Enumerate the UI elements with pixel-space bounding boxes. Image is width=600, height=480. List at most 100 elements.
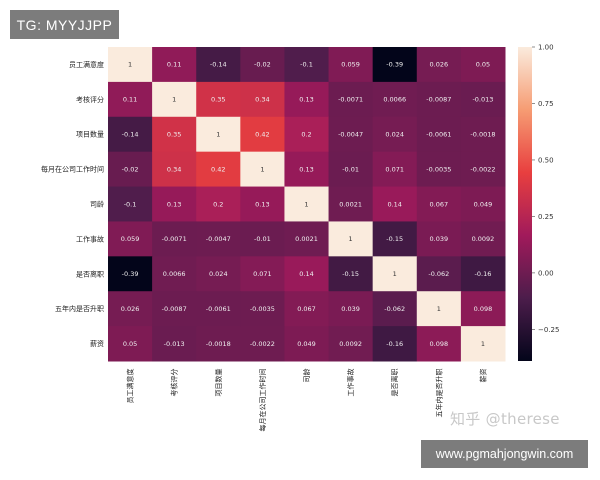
y-tick-label: 薪资 xyxy=(90,339,104,348)
heatmap-cell xyxy=(460,81,506,118)
x-tick-label: 是否离职 xyxy=(390,369,399,397)
cell-value-label: 0.34 xyxy=(255,96,269,104)
cell-value-label: -0.02 xyxy=(254,61,271,69)
heatmap-cell xyxy=(284,116,330,153)
y-tick-label: 每月在公司工作时间 xyxy=(41,165,104,174)
cell-value-label: 1 xyxy=(437,305,441,313)
cell-value-label: 0.0021 xyxy=(339,200,362,208)
cell-value-label: -0.14 xyxy=(122,131,139,139)
heatmap-cell xyxy=(372,151,418,188)
heatmap-cell xyxy=(196,256,241,292)
heatmap-cell xyxy=(152,47,197,83)
heatmap-cell xyxy=(328,116,374,153)
cell-value-label: 1 xyxy=(481,340,485,348)
colorbar-tick-label: 0.25 xyxy=(538,213,554,221)
heatmap-cell xyxy=(196,81,241,118)
tg-badge: TG: MYYJJPP xyxy=(10,10,119,39)
cell-value-label: -0.01 xyxy=(254,235,271,243)
cell-value-label: 0.13 xyxy=(299,165,313,173)
cell-value-label: 0.067 xyxy=(297,305,316,313)
heatmap-cell xyxy=(240,186,285,222)
cell-value-label: -0.1 xyxy=(124,200,137,208)
heatmap-cell xyxy=(284,47,330,83)
heatmap-cell xyxy=(460,186,506,222)
heatmap-cell xyxy=(240,326,285,362)
cell-value-label: -0.15 xyxy=(386,235,403,243)
heatmap-cell xyxy=(152,186,197,222)
y-tick-label: 项目数量 xyxy=(76,130,104,139)
heatmap-cell xyxy=(152,291,197,327)
cell-value-label: 0.026 xyxy=(430,61,449,69)
cell-value-label: -0.0061 xyxy=(426,131,451,139)
heatmap-cell xyxy=(416,47,462,83)
cell-value-label: 0.067 xyxy=(430,200,449,208)
x-tick-label: 司龄 xyxy=(302,369,311,383)
heatmap-cell xyxy=(284,81,330,118)
cell-value-label: 1 xyxy=(128,61,132,69)
heatmap-cell xyxy=(152,221,197,257)
cell-value-label: 0.0021 xyxy=(295,235,318,243)
cell-value-label: 0.14 xyxy=(387,200,401,208)
heatmap-cell xyxy=(372,116,418,153)
heatmap-cell xyxy=(240,221,285,257)
heatmap-cell xyxy=(416,326,462,362)
heatmap-cell xyxy=(240,151,285,188)
colorbar-tick-label: 1.00 xyxy=(538,44,554,52)
heatmap-cell xyxy=(372,256,418,292)
cell-value-label: 0.024 xyxy=(209,270,228,278)
heatmap-cell xyxy=(240,291,285,327)
cell-value-label: 0.14 xyxy=(299,270,313,278)
cell-value-label: 0.049 xyxy=(297,340,316,348)
heatmap-cell xyxy=(196,47,241,83)
colorbar xyxy=(518,47,532,361)
heatmap-cell xyxy=(108,186,153,222)
cell-value-label: 0.34 xyxy=(167,165,181,173)
cell-value-label: 0.059 xyxy=(121,235,140,243)
cell-value-label: 0.35 xyxy=(211,96,225,104)
heatmap-cell xyxy=(196,291,241,327)
cell-value-label: 0.2 xyxy=(213,200,223,208)
x-tick-label: 员工满意度 xyxy=(126,369,135,404)
cell-value-label: 0.11 xyxy=(167,61,181,69)
heatmap-cell xyxy=(460,151,506,188)
heatmap-cell xyxy=(240,47,285,83)
heatmap-cell xyxy=(196,116,241,153)
cell-value-label: -0.062 xyxy=(428,270,449,278)
y-tick-label: 工作事故 xyxy=(76,234,104,243)
x-tick-label: 每月在公司工作时间 xyxy=(258,369,267,432)
cell-value-label: -0.15 xyxy=(342,270,359,278)
colorbar-ticks: 1.00 0.75 0.50 0.25 0.00 −0.25 xyxy=(532,44,559,334)
cell-value-label: -0.16 xyxy=(475,270,492,278)
colorbar-tick-label: 0.75 xyxy=(538,100,554,108)
cell-value-label: -0.02 xyxy=(122,165,139,173)
cell-value-label: -0.1 xyxy=(300,61,313,69)
heatmap-cell xyxy=(152,81,197,118)
cell-value-label: 0.039 xyxy=(430,235,449,243)
heatmap-cell xyxy=(328,256,374,292)
heatmap-cell xyxy=(328,47,374,83)
cell-value-label: 0.0092 xyxy=(339,340,362,348)
heatmap-cell xyxy=(372,81,418,118)
x-tick-label: 薪资 xyxy=(478,369,487,383)
cell-value-label: 0.05 xyxy=(476,61,490,69)
cell-value-label: 0.05 xyxy=(123,340,137,348)
x-tick-label: 工作事故 xyxy=(346,369,355,397)
y-tick-labels: 员工满意度考核评分项目数量每月在公司工作时间司龄工作事故是否离职五年内是否升职薪… xyxy=(41,60,104,348)
cell-value-label: 0.098 xyxy=(474,305,493,313)
heatmap-cell xyxy=(416,221,462,257)
heatmap-cell xyxy=(108,47,153,83)
heatmap-cell xyxy=(328,221,374,257)
cell-value-label: 1 xyxy=(349,235,353,243)
cell-value-label: 0.42 xyxy=(255,131,269,139)
heatmap-cell xyxy=(372,291,418,327)
heatmap-cell xyxy=(196,221,241,257)
heatmap-cell xyxy=(108,291,153,327)
heatmap-cell xyxy=(108,326,153,362)
heatmap-cells: 1 0.11 -0.14 -0.02 -0.1 0.059 -0.39 0.026 0.05 0.… xyxy=(108,47,506,362)
y-tick-label: 司龄 xyxy=(90,200,104,209)
cell-value-label: 1 xyxy=(304,200,308,208)
cell-value-label: 0.42 xyxy=(211,165,225,173)
cell-value-label: 1 xyxy=(393,270,397,278)
y-tick-label: 考核评分 xyxy=(76,95,104,104)
